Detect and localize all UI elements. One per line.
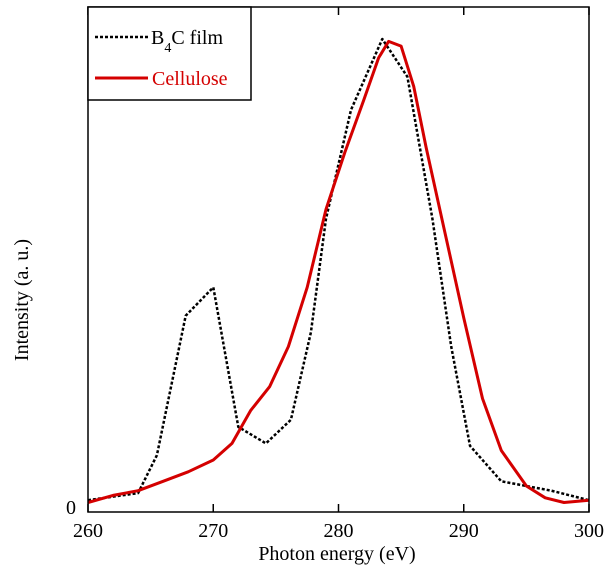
series-line-b4c-film bbox=[87, 37, 590, 502]
legend: B4C film Cellulose bbox=[87, 6, 252, 101]
x-tick-label: 260 bbox=[73, 520, 103, 542]
x-tick-label: 280 bbox=[324, 520, 354, 542]
plot-area bbox=[87, 37, 590, 504]
series-line-cellulose bbox=[87, 39, 590, 504]
x-tick-label: 270 bbox=[198, 520, 228, 542]
x-tick-label: 290 bbox=[449, 520, 479, 542]
x-tick-label: 300 bbox=[574, 520, 604, 542]
legend-box bbox=[87, 6, 252, 101]
y-axis-title: Intensity (a. u.) bbox=[11, 239, 33, 361]
legend-label-b4c-film: B4C film bbox=[151, 27, 223, 56]
y-tick-label: 0 bbox=[66, 497, 76, 519]
axes: 260 270 280 290 300 0 bbox=[66, 6, 604, 542]
legend-label-cellulose: Cellulose bbox=[152, 68, 228, 90]
x-axis-title: Photon energy (eV) bbox=[258, 543, 415, 565]
